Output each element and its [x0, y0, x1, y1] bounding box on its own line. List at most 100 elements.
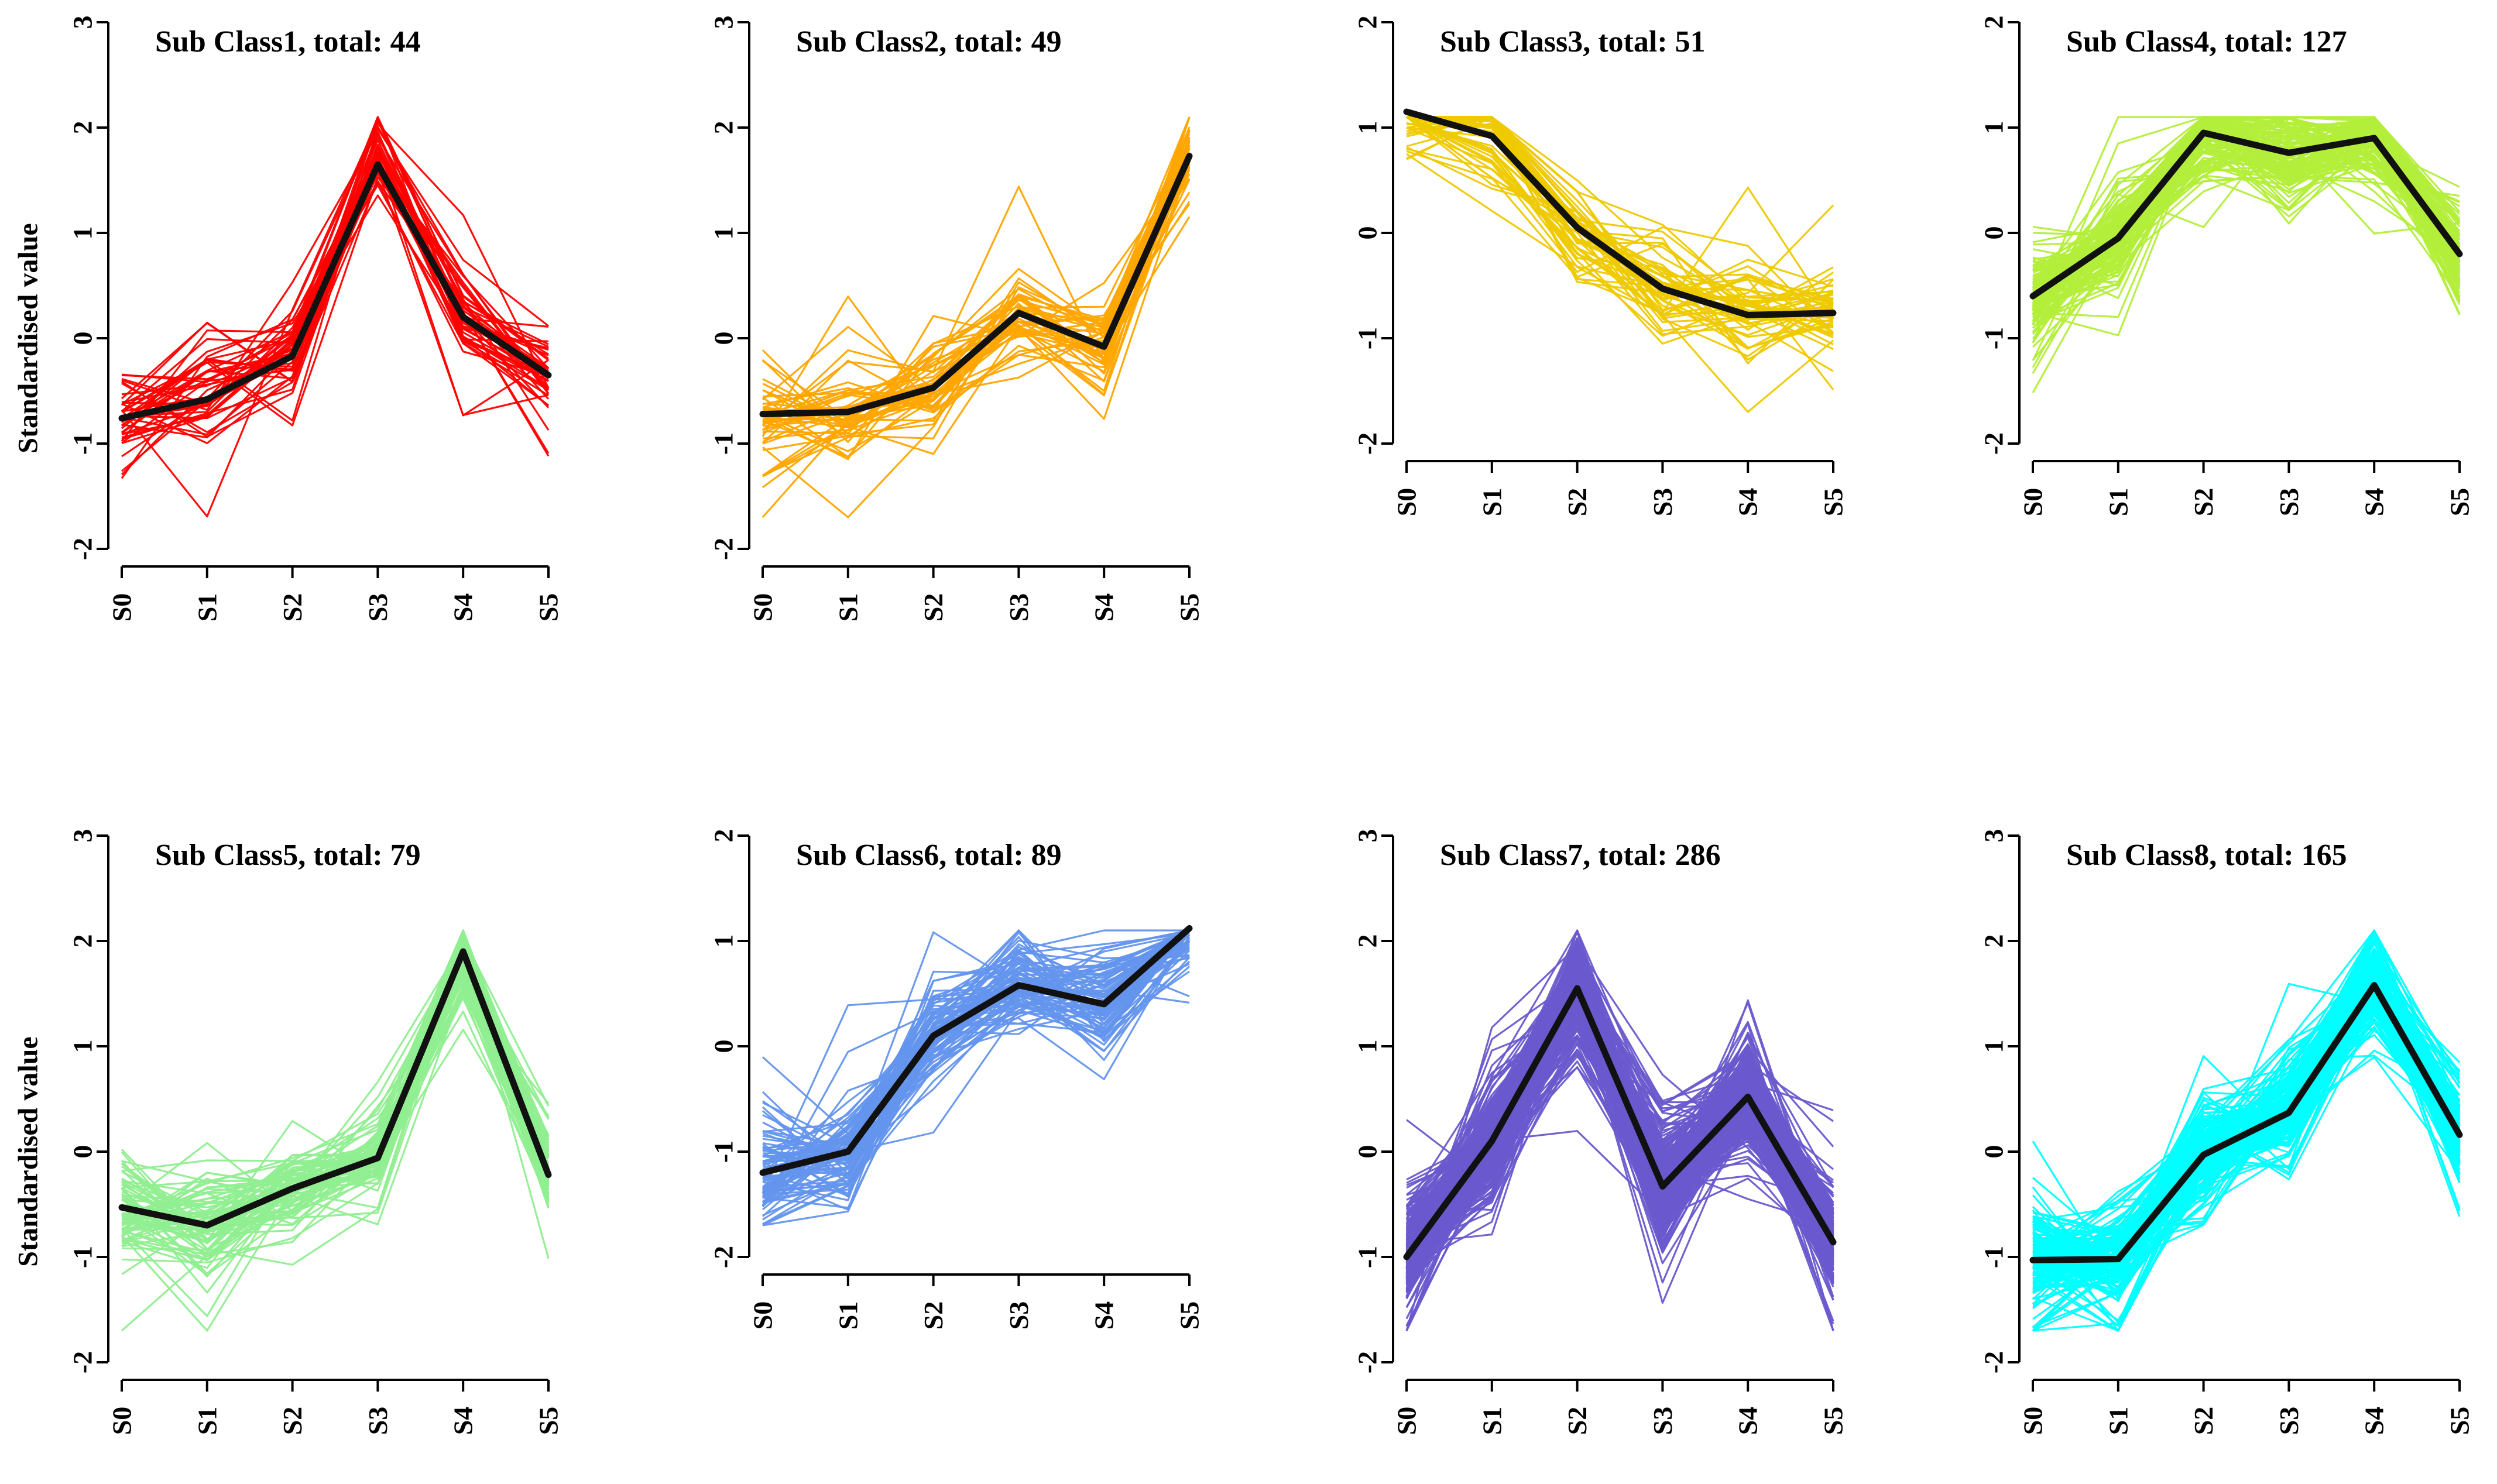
x-tick-label: S1 — [2103, 488, 2133, 517]
x-tick-label: S1 — [2103, 1407, 2133, 1435]
x-tick-label: S0 — [748, 593, 778, 622]
y-tick-label: 2 — [709, 121, 739, 135]
x-tick-label: S5 — [1819, 488, 1848, 517]
subplot-title-8: Sub Class8, total: 165 — [2066, 839, 2347, 872]
subplot-7: -2 -1 0 1 2 3 S0 S1 S2 S3 S4 S5 Sub Class7, total: 2… — [1353, 829, 1848, 1435]
y-tick-label: 3 — [68, 16, 98, 29]
centroid-line-5 — [118, 948, 552, 1229]
y-tick-label: 2 — [1353, 935, 1383, 948]
subplot-1: -2 -1 0 1 2 3 S0 S1 S2 S3 S4 S5 Sub Class1, total: 4… — [13, 16, 564, 622]
y-tick-label: -2 — [709, 538, 739, 560]
y-tick-label: 1 — [709, 226, 739, 240]
centroid-line-6 — [759, 925, 1193, 1176]
member-line — [762, 929, 1190, 1227]
y-tick-label: 0 — [68, 332, 98, 345]
member-line — [762, 929, 1190, 1180]
x-tick-label: S3 — [2274, 488, 2304, 517]
subplot-6: -2 -1 0 1 2 S0 S1 S2 S3 S4 S5 Sub Class6, total: 89 — [709, 829, 1205, 1330]
y-tick-label: 0 — [709, 1040, 739, 1053]
y-tick-label: 2 — [68, 121, 98, 135]
member-line — [121, 136, 550, 434]
member-lines-6 — [762, 929, 1191, 1227]
x-tick-label: S1 — [1477, 488, 1507, 517]
member-line — [762, 148, 1191, 452]
y-tick-label: 3 — [1353, 829, 1383, 843]
member-line — [2032, 929, 2461, 1279]
x-tick-label: S5 — [1175, 1301, 1205, 1330]
x-tick-label: S2 — [2189, 1407, 2218, 1435]
y-tick-label: -2 — [1979, 1351, 2009, 1373]
x-tick-label: S3 — [1648, 488, 1678, 517]
member-line — [762, 929, 1191, 1194]
member-line — [121, 133, 549, 439]
y-tick-label: -1 — [68, 1246, 98, 1268]
x-tick-label: S4 — [448, 1407, 478, 1435]
x-tick-label: S4 — [2359, 1407, 2389, 1435]
y-axis-label-5: Standardised value — [13, 1036, 44, 1266]
y-tick-label: -1 — [1979, 327, 2009, 349]
y-tick-label: -1 — [709, 432, 739, 455]
y-tick-label: -1 — [1979, 1246, 2009, 1268]
x-tick-label: S1 — [833, 593, 863, 622]
member-line — [762, 936, 1191, 1217]
y-tick-label: -2 — [1979, 432, 2009, 455]
member-lines-1 — [121, 116, 550, 518]
y-tick-label: 1 — [1979, 121, 2009, 135]
member-line — [762, 929, 1191, 1157]
member-line — [1406, 127, 1834, 334]
member-line — [121, 929, 550, 1242]
x-tick-label: S0 — [2018, 1407, 2048, 1435]
member-line — [1406, 116, 1834, 306]
x-tick-label: S0 — [2018, 488, 2048, 517]
member-line — [2032, 130, 2460, 329]
subplot-title-3: Sub Class3, total: 51 — [1440, 25, 1706, 59]
x-tick-label: S1 — [192, 593, 222, 622]
x-tick-label: S3 — [1648, 1407, 1678, 1435]
x-tick-label: S4 — [1733, 488, 1763, 517]
x-tick-label: S5 — [534, 1407, 564, 1435]
member-line — [2032, 1004, 2461, 1258]
y-tick-label: 3 — [709, 16, 739, 29]
member-line — [762, 929, 1190, 1186]
member-line — [762, 157, 1191, 397]
y-tick-label: 2 — [709, 829, 739, 843]
x-tick-label: S3 — [2274, 1407, 2304, 1435]
y-tick-label: 2 — [1979, 16, 2009, 29]
y-tick-label: 0 — [68, 1145, 98, 1159]
y-tick-label: 0 — [1979, 1145, 2009, 1159]
x-tick-label: S3 — [1004, 1301, 1034, 1330]
x-tick-label: S0 — [1392, 488, 1422, 517]
member-line — [121, 931, 550, 1218]
y-tick-label: 3 — [68, 829, 98, 843]
x-tick-label: S4 — [1733, 1407, 1763, 1435]
member-line — [2032, 929, 2461, 1279]
x-tick-label: S4 — [2359, 488, 2389, 517]
subplot-title-4: Sub Class4, total: 127 — [2066, 25, 2347, 59]
member-line — [121, 146, 549, 424]
member-line — [1406, 116, 1834, 335]
member-line — [2032, 956, 2461, 1332]
x-tick-label: S3 — [363, 1407, 393, 1435]
y-tick-label: 0 — [1353, 226, 1383, 240]
y-tick-label: 0 — [1979, 226, 2009, 240]
subplot-title-6: Sub Class6, total: 89 — [796, 839, 1062, 872]
member-line — [121, 147, 550, 435]
member-line — [2032, 1011, 2461, 1332]
subplot-4: -2 -1 0 1 2 S0 S1 S2 S3 S4 S5 Sub Class4, total: 12… — [1979, 16, 2475, 517]
y-axis-label-1: Standardised value — [13, 223, 44, 453]
centroid-line-3 — [1403, 108, 1837, 318]
x-tick-label: S4 — [1089, 593, 1119, 622]
y-tick-label: -2 — [68, 538, 98, 560]
subplot-title-7: Sub Class7, total: 286 — [1440, 839, 1721, 872]
member-line — [121, 151, 549, 444]
y-tick-label: 2 — [1353, 16, 1383, 29]
x-tick-label: S0 — [107, 1407, 137, 1435]
centroid-line-4 — [2029, 129, 2463, 300]
y-tick-label: 3 — [1979, 829, 2009, 843]
y-tick-label: 1 — [1979, 1040, 2009, 1053]
x-tick-label: S1 — [833, 1301, 863, 1330]
x-tick-label: S5 — [1819, 1407, 1848, 1435]
subplot-8: -2 -1 0 1 2 3 S0 S1 S2 S3 S4 S5 Sub Class8, total: 1… — [1979, 829, 2475, 1435]
member-line — [121, 116, 549, 442]
